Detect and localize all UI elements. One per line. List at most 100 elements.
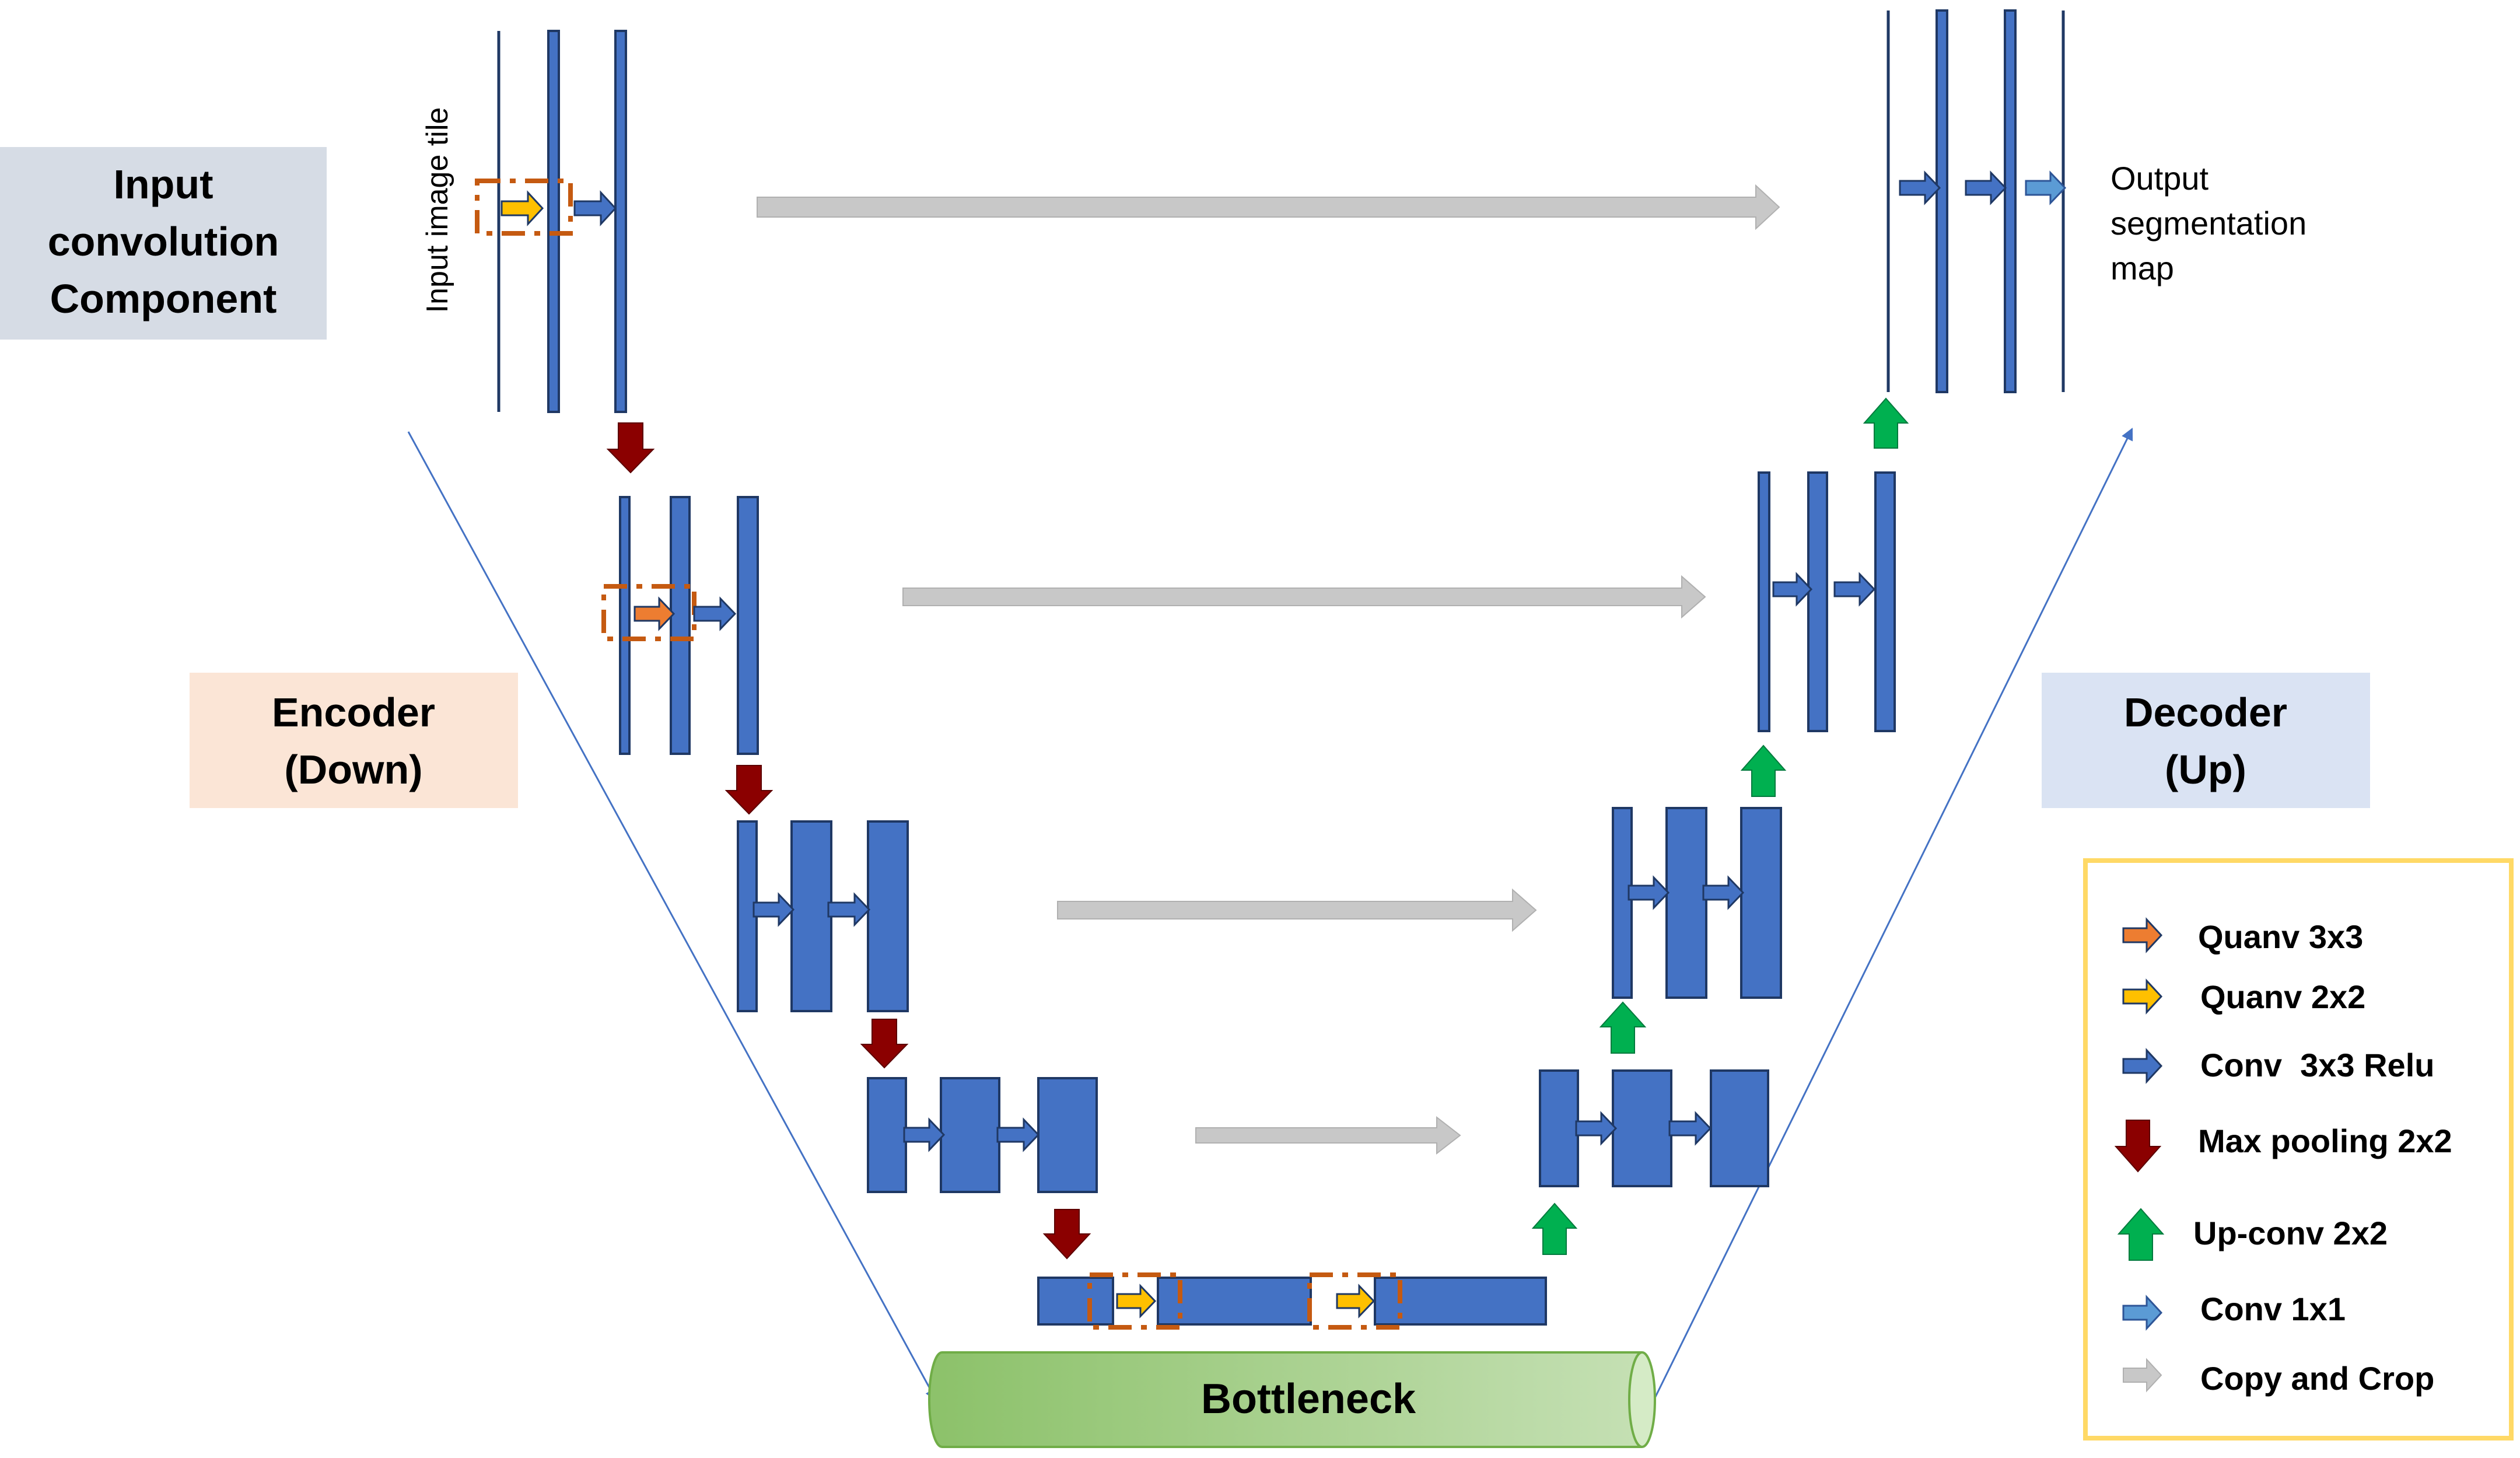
feature-map bbox=[790, 820, 832, 1012]
up-conv-arrow bbox=[1863, 397, 1909, 449]
feature-map bbox=[2004, 9, 2017, 393]
legend-label-conv-1x1: Conv 1x1 bbox=[2200, 1291, 2346, 1327]
feature-map bbox=[1539, 1069, 1579, 1187]
copy-and-crop-arrow-icon bbox=[2123, 1358, 2162, 1393]
input-component-panel: Input convolution Component bbox=[0, 147, 327, 340]
output-label-line-1: Output bbox=[2110, 160, 2209, 197]
input-component-line-1: Input bbox=[113, 162, 213, 207]
max-pooling-arrow-icon bbox=[2114, 1120, 2162, 1173]
max-pooling-arrow bbox=[860, 1019, 909, 1069]
feature-map bbox=[867, 820, 909, 1012]
quanv-window bbox=[1307, 1272, 1402, 1330]
encoder-level-1 bbox=[475, 30, 627, 413]
bottleneck-layer bbox=[1037, 1272, 1547, 1330]
decoder-label-line-2: (Up) bbox=[2165, 747, 2246, 792]
up-conv-arrow-icon bbox=[2117, 1208, 2165, 1261]
up-conv-arrow bbox=[1740, 744, 1787, 797]
conv-3x3-relu-arrow bbox=[827, 892, 871, 927]
conv-3x3-relu-arrow bbox=[693, 596, 737, 631]
conv-3x3-relu-arrow bbox=[1833, 572, 1876, 607]
legend-label-up-conv: Up-conv 2x2 bbox=[2193, 1215, 2388, 1251]
conv-3x3-relu-arrow bbox=[1575, 1111, 1618, 1146]
conv-3x3-relu-arrow bbox=[1772, 572, 1813, 607]
up-conv-arrow bbox=[1599, 1001, 1647, 1054]
legend: Quanv 3x3 Quanv 2x2 Conv 3x3 Relu Max po… bbox=[2083, 858, 2514, 1440]
decoder-level-4 bbox=[1539, 1069, 1769, 1187]
feature-map bbox=[1612, 1069, 1672, 1187]
feature-map bbox=[1807, 471, 1828, 732]
legend-label-copy-and-crop: Copy and Crop bbox=[2200, 1360, 2434, 1397]
decoder-panel: Decoder (Up) bbox=[2042, 673, 2370, 808]
input-component-line-2: convolution bbox=[48, 219, 279, 264]
quanv-2x2-arrow bbox=[1336, 1284, 1376, 1319]
decoder-level-3 bbox=[1612, 807, 1782, 999]
feature-map bbox=[619, 496, 631, 755]
conv-3x3-relu-arrow bbox=[752, 892, 795, 927]
quanv-2x2-arrow-icon bbox=[2122, 978, 2163, 1015]
up-conv-arrow bbox=[1531, 1202, 1578, 1255]
encoder-level-2 bbox=[601, 496, 759, 755]
max-pooling-arrow bbox=[1042, 1209, 1091, 1260]
feature-map bbox=[1037, 1277, 1114, 1326]
legend-label-quanv-3x3: Quanv 3x3 bbox=[2198, 918, 2363, 955]
bottleneck-cylinder: Bottleneck bbox=[928, 1351, 1656, 1448]
conv-3x3-relu-arrow bbox=[1628, 875, 1670, 910]
encoder-label-line-1: Encoder bbox=[272, 690, 435, 735]
legend-label-quanv-2x2: Quanv 2x2 bbox=[2200, 978, 2365, 1015]
conv-1x1-arrow-icon bbox=[2122, 1295, 2163, 1331]
conv-3x3-relu-arrow bbox=[996, 1117, 1040, 1152]
conv-3x3-relu-arrow bbox=[903, 1117, 946, 1152]
encoder-level-3 bbox=[737, 820, 909, 1012]
decoder-level-2 bbox=[1758, 471, 1896, 732]
max-pooling-arrow bbox=[724, 765, 774, 815]
conv-3x3-relu-arrow bbox=[1668, 1111, 1712, 1146]
feature-map bbox=[1758, 471, 1770, 732]
copy-crop-arrow-3 bbox=[1057, 888, 1537, 932]
quanv-3x3-arrow-icon bbox=[2122, 917, 2163, 953]
encoder-funnel-line bbox=[407, 431, 937, 1401]
feature-map bbox=[1874, 471, 1896, 732]
quanv-3x3-arrow bbox=[634, 596, 676, 631]
quanv-window bbox=[475, 179, 573, 236]
conv-3x3-relu-arrow bbox=[1965, 170, 2007, 205]
feature-map bbox=[1037, 1077, 1098, 1193]
decoder-label-line-1: Decoder bbox=[2124, 690, 2287, 735]
output-label-line-2: segmentation bbox=[2110, 205, 2306, 242]
decoder-funnel-line bbox=[1653, 428, 2133, 1401]
feature-map bbox=[614, 30, 627, 413]
feature-map bbox=[1157, 1277, 1312, 1326]
decoder-level-1 bbox=[1887, 9, 2067, 393]
quanv-2x2-arrow bbox=[501, 190, 544, 226]
encoder-label-line-2: (Down) bbox=[284, 747, 422, 792]
encoder-level-4 bbox=[867, 1077, 1098, 1193]
bottleneck-label: Bottleneck bbox=[1201, 1376, 1416, 1422]
conv-3x3-relu-arrow bbox=[1899, 170, 1941, 205]
feature-map bbox=[547, 30, 560, 413]
max-pooling-arrow bbox=[606, 422, 655, 474]
feature-map bbox=[737, 496, 759, 755]
conv-3x3-relu-arrow bbox=[573, 190, 617, 226]
feature-map bbox=[1665, 807, 1707, 999]
output-label-line-3: map bbox=[2110, 250, 2174, 286]
copy-crop-arrow-4 bbox=[1195, 1116, 1461, 1155]
feature-map bbox=[867, 1077, 907, 1193]
conv-1x1-arrow bbox=[2025, 170, 2067, 205]
conv-3x3-relu-arrow bbox=[1702, 875, 1745, 910]
input-image-tile-label: Input image tile bbox=[421, 107, 454, 313]
feature-map bbox=[1612, 807, 1633, 999]
conv-3x3-relu-arrow-icon bbox=[2122, 1048, 2163, 1084]
input-component-line-3: Component bbox=[50, 276, 277, 321]
copy-crop-arrow-2 bbox=[902, 575, 1706, 619]
feature-map bbox=[940, 1077, 1000, 1193]
feature-map bbox=[1710, 1069, 1769, 1187]
feature-map bbox=[1936, 9, 1948, 393]
quanv-2x2-arrow bbox=[1116, 1284, 1157, 1319]
legend-label-conv-3x3-relu: Conv 3x3 Relu bbox=[2200, 1047, 2434, 1083]
feature-map bbox=[1740, 807, 1782, 999]
encoder-panel: Encoder (Down) bbox=[190, 673, 518, 808]
legend-label-max-pooling: Max pooling 2x2 bbox=[2198, 1123, 2452, 1159]
quanv-window bbox=[1087, 1272, 1182, 1330]
feature-map bbox=[670, 496, 691, 755]
copy-crop-arrow-1 bbox=[757, 184, 1780, 230]
